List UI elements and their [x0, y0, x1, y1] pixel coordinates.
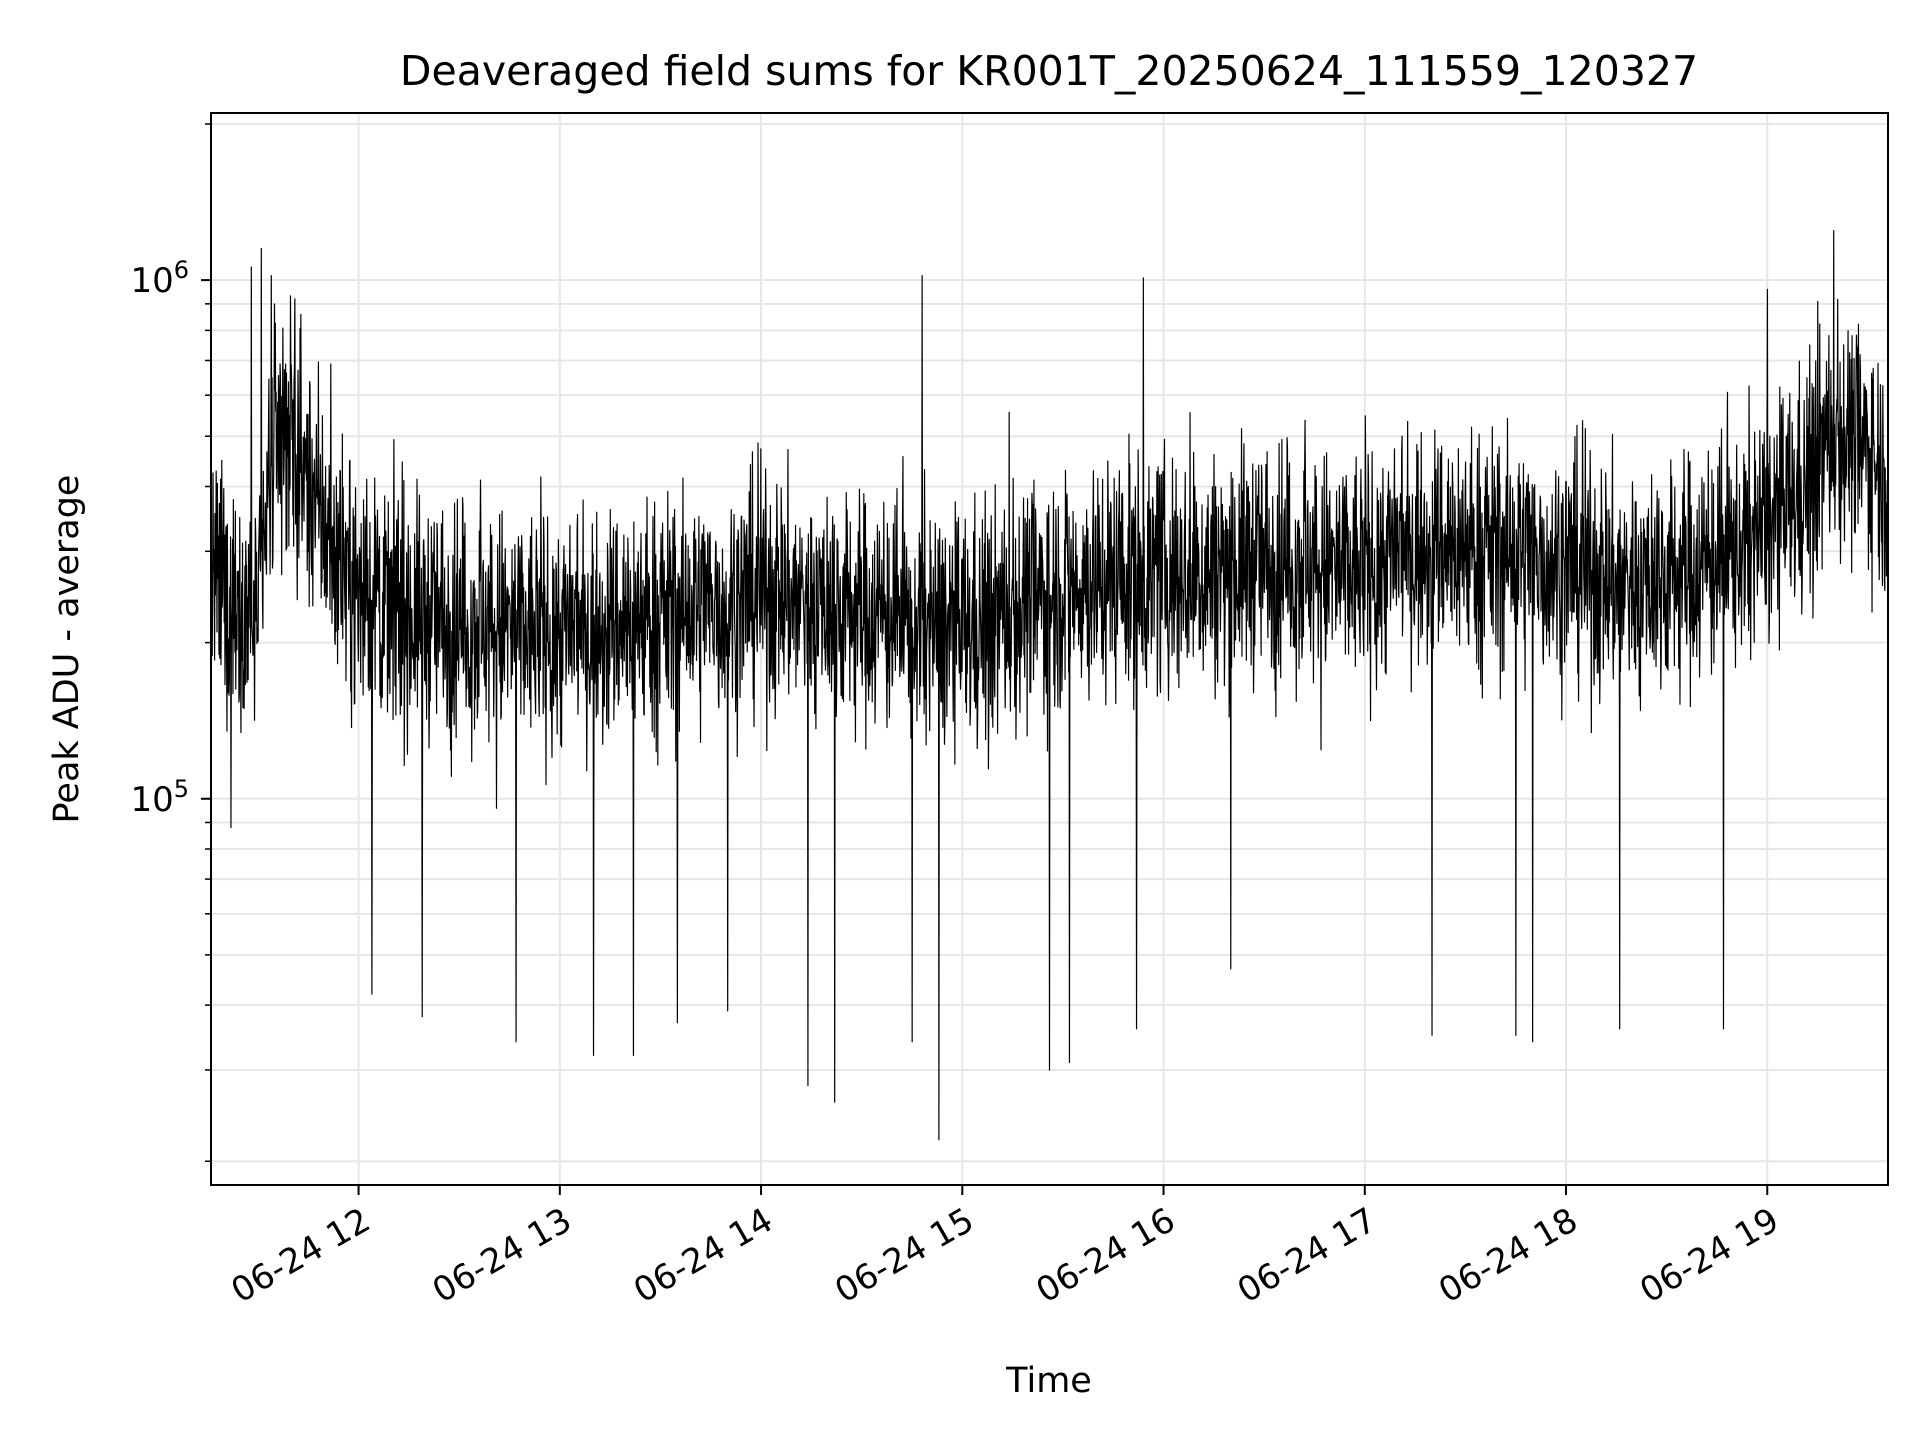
y-axis-label: Peak ADU - average: [47, 475, 87, 824]
plot-area: [211, 230, 1888, 1141]
y-axis-ticks: 105 106: [130, 123, 211, 1163]
y-tick-label: 105: [130, 775, 189, 820]
y-tick-label: 106: [130, 256, 189, 301]
x-axis-label: Time: [1005, 1361, 1092, 1401]
plot-frame: [210, 112, 1889, 1186]
series-line: [211, 230, 1888, 1141]
chart-title: Deaveraged field sums for KR001T_2025062…: [400, 47, 1698, 95]
